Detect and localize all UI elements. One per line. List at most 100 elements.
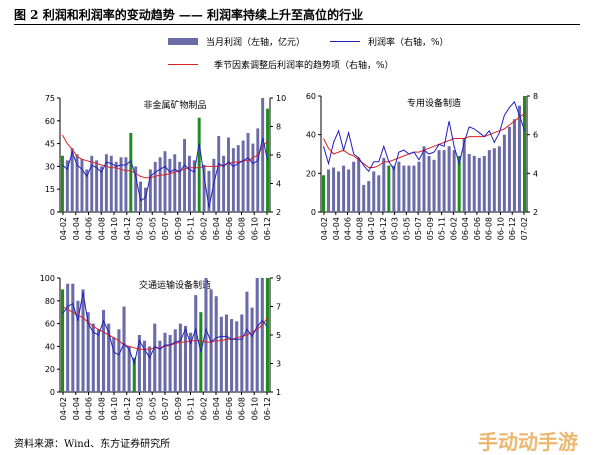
chart-title: 交通运输设备制造 (139, 279, 211, 291)
left-tick-label: 80 (45, 297, 55, 306)
right-tick-label: 4 (276, 180, 281, 189)
x-tick-label: 06-04 (461, 217, 470, 240)
x-tick-label: 06-06 (225, 397, 234, 420)
x-tick-label: 04-08 (97, 217, 106, 240)
profit-bar (442, 150, 446, 212)
profit-bar (66, 283, 70, 392)
x-tick-label: 04-08 (355, 217, 364, 240)
right-tick-label: 8 (276, 123, 281, 132)
left-tick-label: 40 (45, 342, 55, 351)
x-tick-label: 05-03 (391, 217, 400, 240)
x-tick-label: 06-12 (263, 217, 272, 240)
x-tick-label: 06-10 (250, 217, 259, 240)
legend-rate-label: 利润率（右轴，%） (368, 38, 449, 48)
profit-bar-highlight (197, 117, 201, 212)
left-tick-label: 0 (50, 388, 55, 397)
profit-bar (502, 134, 506, 212)
x-tick-label: 04-06 (85, 397, 94, 420)
x-tick-label: 04-06 (85, 217, 94, 240)
left-tick-label: 45 (45, 140, 55, 149)
legend-rate-swatch (330, 41, 360, 42)
profit-bar (407, 165, 411, 212)
profit-bar (85, 169, 89, 212)
watermark-logo: 手动动手游 (478, 430, 578, 454)
profit-bar-highlight (60, 155, 64, 212)
profit-bar (158, 157, 162, 212)
profit-bar (251, 143, 255, 212)
legend-bar-swatch (168, 38, 198, 45)
x-tick-label: 05-11 (187, 217, 196, 240)
profit-bar (81, 289, 85, 392)
profit-bar (347, 169, 351, 212)
profit-bar (397, 161, 401, 212)
left-tick-label: 75 (45, 94, 55, 103)
x-tick-label: 04-04 (72, 397, 81, 420)
profit-bar-highlight (387, 165, 391, 212)
profit-bar (122, 306, 126, 392)
left-tick-label: 0 (311, 208, 316, 217)
profit-bar (192, 160, 196, 212)
profit-bar-highlight (322, 175, 326, 212)
right-tick-label: 2 (533, 208, 538, 217)
right-tick-label: 6 (276, 151, 281, 160)
profit-bar (114, 161, 118, 212)
x-tick-label: 06-12 (508, 217, 517, 240)
profit-bar (209, 289, 213, 392)
x-tick-label: 04-10 (110, 217, 119, 240)
chart-transport-equipment: 交通运输设备制造 0 20 40 60 80 100 1 3 5 7 9 04-02 04-04 04-06… (40, 274, 281, 420)
legend-adj-swatch (168, 64, 198, 65)
profit-bar (173, 329, 177, 392)
profit-bar (65, 160, 69, 212)
profit-bar-highlight (132, 357, 136, 392)
profit-bar (153, 161, 157, 212)
profit-bar (183, 325, 188, 392)
profit-bar (134, 166, 138, 212)
profit-bar (80, 158, 84, 212)
x-tick-label: 06-12 (263, 397, 272, 420)
profit-bar (204, 278, 208, 392)
profit-bar (183, 139, 186, 212)
x-tick-label: 04-02 (59, 397, 68, 420)
profit-bar (437, 150, 441, 212)
profit-bar (148, 169, 152, 212)
legend-bar-label: 当月利润（左轴，亿元） (206, 38, 306, 48)
profit-bar (168, 335, 172, 392)
profit-bar (70, 148, 74, 212)
right-tick-label: 5 (276, 331, 281, 340)
x-tick-label: 04-12 (379, 217, 388, 240)
profit-bar (512, 119, 516, 212)
profit-bar (163, 332, 167, 392)
adjusted-trend-line (61, 134, 268, 179)
x-tick-label: 04-12 (123, 397, 132, 420)
x-tick-label: 06-04 (212, 397, 221, 420)
legend-adj-label: 季节因素调整后利润率的趋势项（右轴，%） (214, 61, 394, 71)
profit-bar (235, 321, 239, 392)
right-tick-label: 4 (533, 169, 538, 178)
profit-bar (71, 283, 75, 392)
right-tick-label: 10 (276, 94, 286, 103)
profit-bar (91, 323, 95, 392)
profit-bar (245, 291, 249, 392)
profit-bar-highlight (457, 155, 461, 212)
profit-bar (236, 145, 240, 212)
profit-bar (462, 138, 466, 212)
profit-bar (246, 132, 250, 212)
profit-bar (377, 175, 381, 212)
profit-bar (202, 164, 206, 212)
profit-bar (168, 158, 172, 212)
profit-bar (392, 165, 396, 212)
profit-bar (422, 146, 426, 212)
profit-bar (227, 137, 230, 212)
profit-bar-highlight (265, 278, 269, 392)
chart-title: 专用设备制造 (407, 97, 461, 109)
profit-bar (230, 319, 234, 392)
right-tick-label: 7 (276, 303, 281, 312)
profit-bar (332, 167, 336, 212)
profit-bar (447, 146, 451, 212)
profit-rate-line (62, 137, 269, 208)
x-tick-label: 07-02 (520, 217, 529, 240)
figure-title: 图 2 利润和利润率的变动趋势 —— 利润率持续上升至高位的行业 (14, 8, 364, 22)
x-tick-label: 04-04 (332, 217, 341, 240)
profit-rate-line (323, 100, 525, 173)
x-tick-label: 06-10 (496, 217, 505, 240)
